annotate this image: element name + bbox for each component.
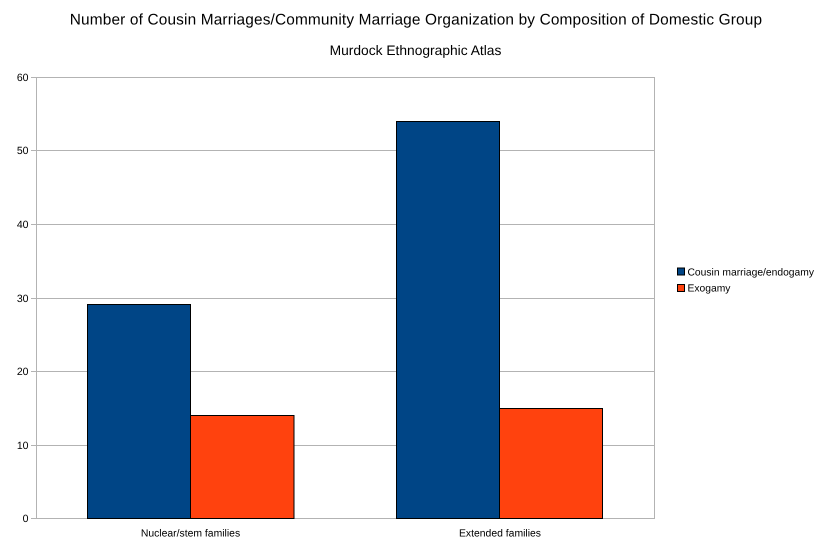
svg-text:30: 30: [17, 293, 29, 305]
svg-text:Nuclear/stem families: Nuclear/stem families: [141, 529, 240, 540]
svg-text:60: 60: [17, 72, 29, 84]
svg-text:0: 0: [23, 513, 29, 525]
svg-text:40: 40: [17, 219, 29, 231]
svg-text:Exogamy: Exogamy: [688, 284, 732, 295]
svg-text:50: 50: [17, 145, 29, 157]
svg-text:Number of Cousin Marriages/Com: Number of Cousin Marriages/Community Mar…: [70, 12, 762, 29]
svg-text:Cousin marriage/endogamy: Cousin marriage/endogamy: [688, 267, 815, 278]
svg-text:10: 10: [17, 440, 29, 452]
svg-text:Extended families: Extended families: [459, 529, 541, 540]
svg-text:Murdock Ethnographic Atlas: Murdock Ethnographic Atlas: [330, 43, 502, 58]
svg-text:20: 20: [17, 366, 29, 378]
